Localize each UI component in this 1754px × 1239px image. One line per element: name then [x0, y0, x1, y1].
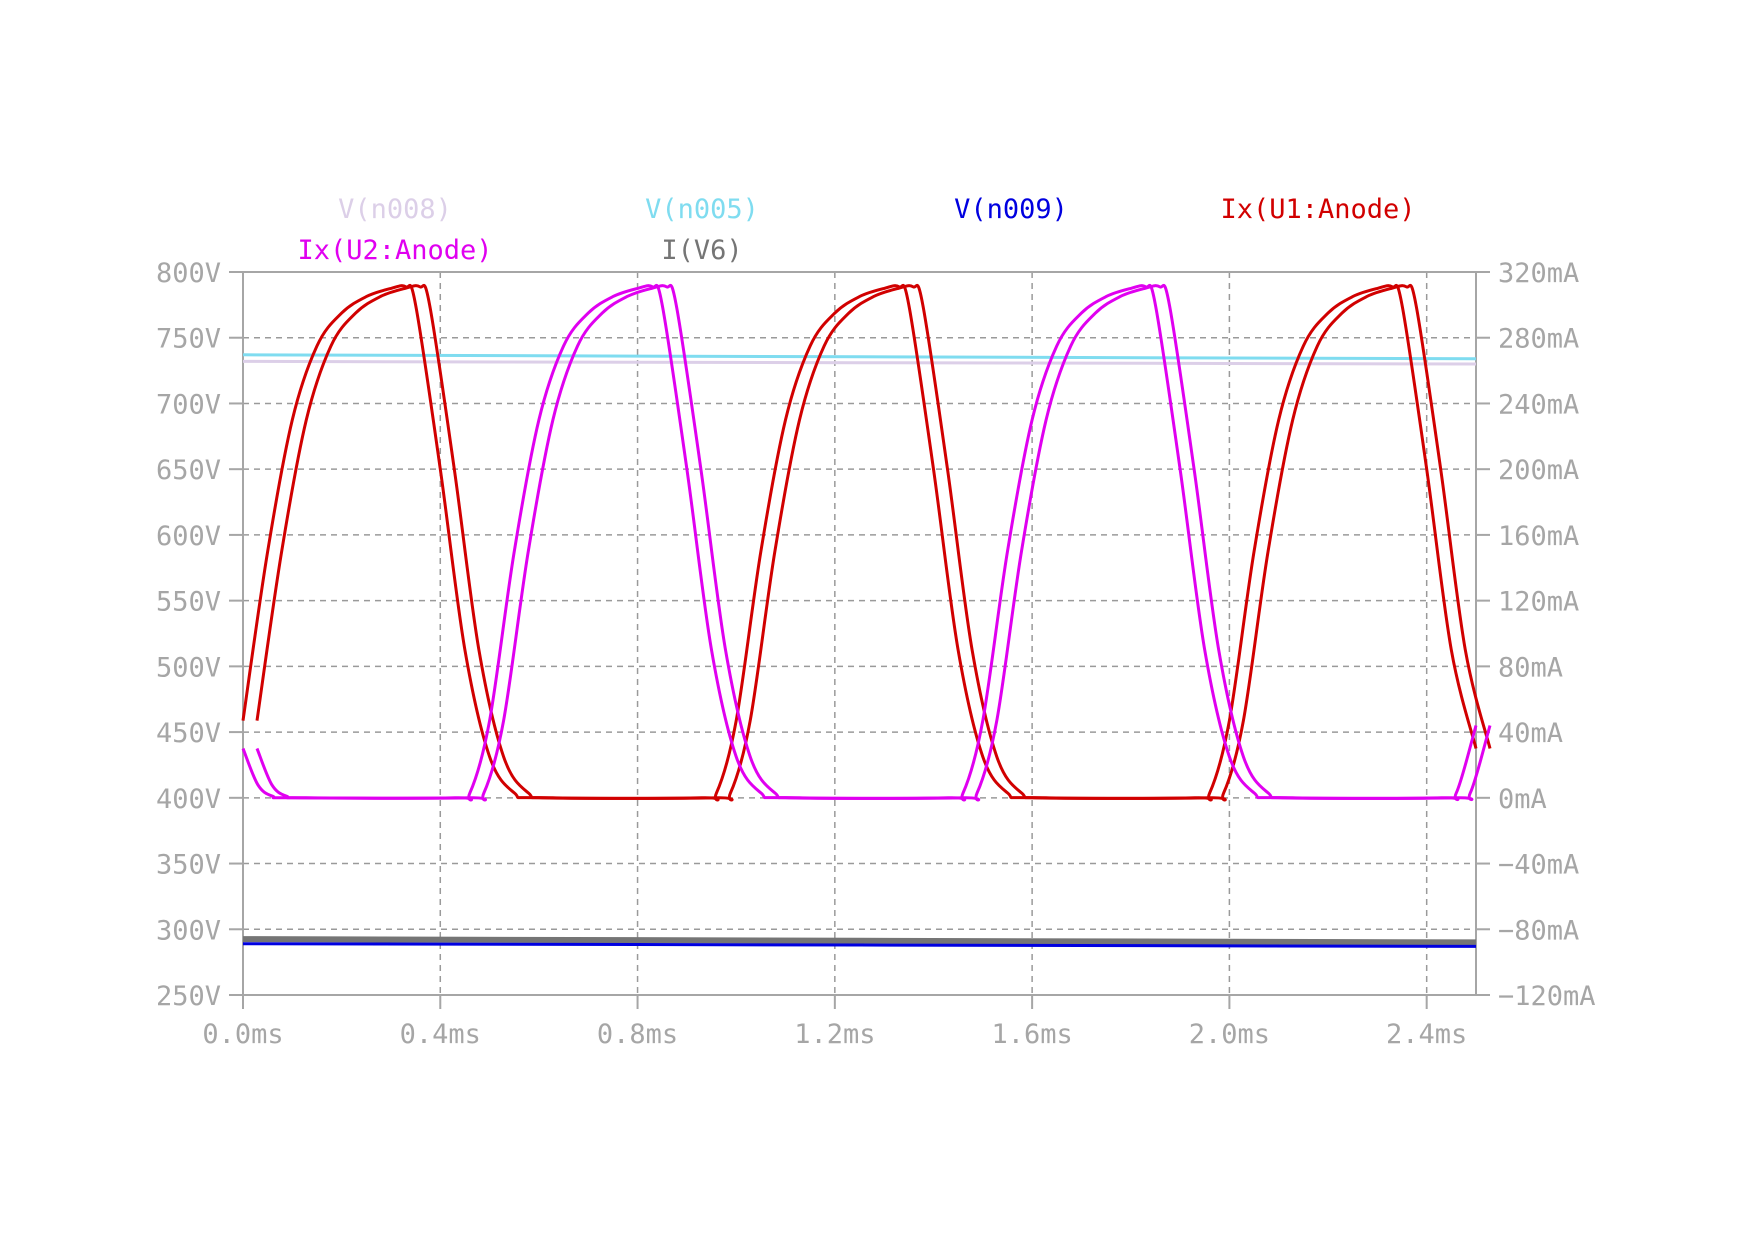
y-left-tick-label: 800V — [156, 258, 221, 289]
x-tick-label: 0.0ms — [202, 1019, 283, 1050]
y-right-tick-label: −40mA — [1498, 850, 1579, 881]
y-right-tick-label: 0mA — [1498, 784, 1547, 815]
tick-marks — [229, 271, 1490, 1009]
legend-ix-u2-anode: Ix(U2:Anode) — [297, 235, 492, 266]
trace-i-v6 — [242, 936, 1477, 946]
x-tick-label: 2.0ms — [1189, 1019, 1270, 1050]
y-right-tick-label: 240mA — [1498, 389, 1579, 420]
legend-v-n009: V(n009) — [954, 194, 1068, 225]
y-left-tick-label: 300V — [156, 915, 221, 946]
legend: V(n008) V(n005) V(n009) Ix(U1:Anode) Ix(U2:A… — [297, 194, 1415, 266]
y-right-tick-label: 160mA — [1498, 521, 1579, 552]
trace-ix-u1-anode-2 — [255, 283, 1492, 802]
y-left-tick-label: 350V — [156, 850, 221, 881]
x-tick-label: 1.2ms — [794, 1019, 875, 1050]
y-right-tick-label: −120mA — [1498, 981, 1596, 1012]
y-left-tick-label: 250V — [156, 981, 221, 1012]
y-left-tick-label: 400V — [156, 784, 221, 815]
y-right-tick-label: 200mA — [1498, 455, 1579, 486]
y-right-tick-label: 320mA — [1498, 258, 1579, 289]
y-left-tick-label: 750V — [156, 324, 221, 355]
y-right-tick-label: −80mA — [1498, 915, 1579, 946]
trace-ix-u1-anode — [241, 283, 1478, 802]
y-right-tick-label: 80mA — [1498, 652, 1563, 683]
trace-v-n005 — [242, 353, 1477, 361]
y-right-tick-label: 120mA — [1498, 587, 1579, 618]
y-right-tick-label: 280mA — [1498, 324, 1579, 355]
legend-v-n008: V(n008) — [338, 194, 452, 225]
y-left-tick-label: 500V — [156, 652, 221, 683]
y-left-tick-label: 700V — [156, 389, 221, 420]
x-tick-label: 1.6ms — [991, 1019, 1072, 1050]
traces — [241, 283, 1492, 948]
x-tick-label: 2.4ms — [1386, 1019, 1467, 1050]
x-tick-label: 0.8ms — [597, 1019, 678, 1050]
legend-i-v6: I(V6) — [661, 235, 742, 266]
x-tick-label: 0.4ms — [400, 1019, 481, 1050]
plot-frame — [242, 271, 1477, 996]
legend-v-n005: V(n005) — [645, 194, 759, 225]
tick-labels: 800V 320mA 750V 280mA 700V 240mA 650V 200mA 600V… — [156, 258, 1596, 1050]
y-left-tick-label: 600V — [156, 521, 221, 552]
y-left-tick-label: 450V — [156, 718, 221, 749]
y-left-tick-label: 650V — [156, 455, 221, 486]
trace-v-n008 — [242, 359, 1477, 366]
y-right-tick-label: 40mA — [1498, 718, 1563, 749]
trace-ix-u2-anode — [241, 283, 1478, 802]
legend-ix-u1-anode: Ix(U1:Anode) — [1220, 194, 1415, 225]
trace-v-n009 — [242, 942, 1477, 948]
y-left-tick-label: 550V — [156, 587, 221, 618]
